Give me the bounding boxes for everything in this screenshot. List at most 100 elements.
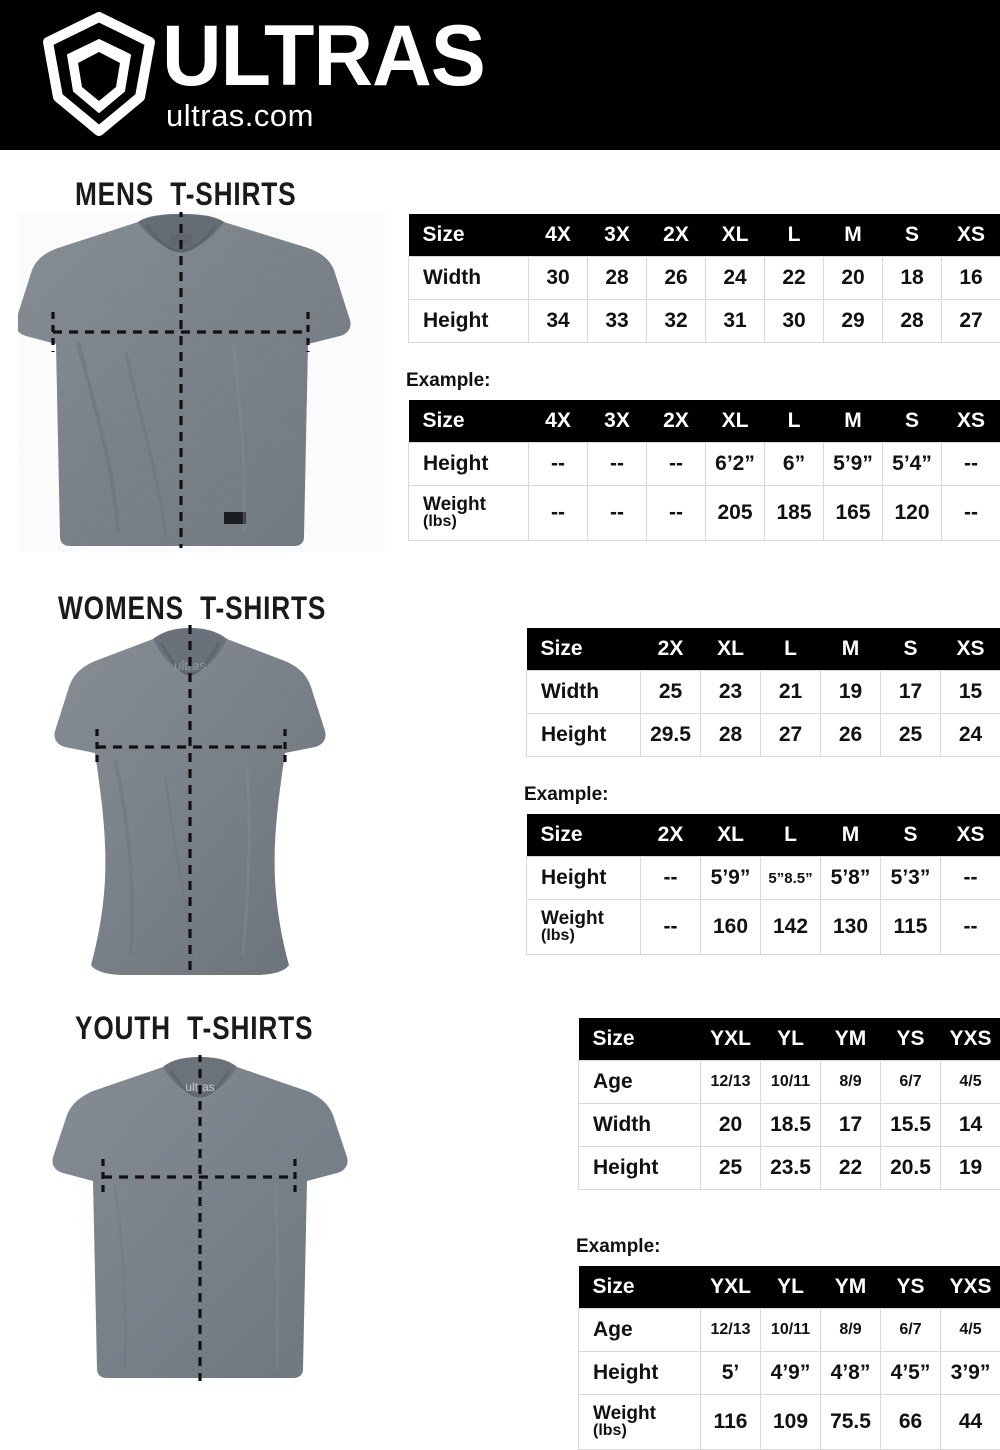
cell: 20.5 [881, 1147, 941, 1190]
cell: 4/5 [941, 1309, 1000, 1352]
row-label: Width [527, 671, 641, 714]
cell: -- [941, 900, 1000, 955]
row-label: Weight (lbs) [527, 900, 641, 955]
col-header: YM [821, 1018, 881, 1061]
cell: 6’2” [706, 443, 765, 486]
cell: 20 [824, 257, 883, 300]
col-header: 2X [641, 628, 701, 671]
col-header: XL [706, 214, 765, 257]
cell: 22 [821, 1147, 881, 1190]
cell: 185 [765, 486, 824, 541]
col-header: 4X [529, 400, 588, 443]
mens-tshirt-measure-diagram [18, 212, 388, 552]
table-header-row: Size 2X XL L M S XS [527, 628, 1000, 671]
col-header: 4X [529, 214, 588, 257]
cell: 23.5 [761, 1147, 821, 1190]
col-header: YXL [701, 1266, 761, 1309]
cell: 27 [942, 300, 1000, 343]
col-header: S [883, 400, 942, 443]
row-label-line2: (lbs) [541, 928, 638, 944]
col-header: 2X [641, 814, 701, 857]
cell: 5’8” [821, 857, 881, 900]
cell: 3’9” [941, 1352, 1000, 1395]
cell: 130 [821, 900, 881, 955]
cell: 10/11 [761, 1061, 821, 1104]
table-row: Weight (lbs) 116 109 75.5 66 44 [579, 1395, 1000, 1450]
cell: 31 [706, 300, 765, 343]
cell: 29 [824, 300, 883, 343]
youth-example-table: Size YXL YL YM YS YXS Age 12/13 10/11 8/… [578, 1266, 1000, 1450]
cell: 75.5 [821, 1395, 881, 1450]
youth-tshirt-measure-diagram: ultras [45, 1055, 375, 1385]
section-title-youth: YOUTH T-SHIRTS [75, 1010, 313, 1047]
brand-domain: ultras.com [166, 100, 314, 131]
col-header: L [761, 814, 821, 857]
col-header: S [881, 628, 941, 671]
col-header: 3X [588, 214, 647, 257]
col-header: XL [706, 400, 765, 443]
cell: 29.5 [641, 714, 701, 757]
cell: 5’ [701, 1352, 761, 1395]
cell: 32 [647, 300, 706, 343]
cell: -- [942, 443, 1000, 486]
row-label: Weight (lbs) [579, 1395, 701, 1450]
cell: 17 [821, 1104, 881, 1147]
table-header-row: Size 4X 3X 2X XL L M S XS [409, 400, 1000, 443]
col-header: YS [881, 1018, 941, 1061]
row-label: Height [579, 1147, 701, 1190]
cell: 21 [761, 671, 821, 714]
cell: 24 [706, 257, 765, 300]
cell: 15.5 [881, 1104, 941, 1147]
row-label: Age [579, 1061, 701, 1104]
section-title-womens: WOMENS T-SHIRTS [58, 590, 326, 627]
cell: 18 [883, 257, 942, 300]
col-header: L [765, 214, 824, 257]
col-header: YS [881, 1266, 941, 1309]
table-row: Height 29.5 28 27 26 25 24 [527, 714, 1000, 757]
table-row: Weight (lbs) -- -- -- 205 185 165 120 -- [409, 486, 1000, 541]
cell: 116 [701, 1395, 761, 1450]
cell: -- [529, 443, 588, 486]
table-row: Height -- 5’9” 5”8.5” 5’8” 5’3” -- [527, 857, 1000, 900]
cell: 12/13 [701, 1309, 761, 1352]
cell: 10/11 [761, 1309, 821, 1352]
cell: 160 [701, 900, 761, 955]
col-header: Size [579, 1266, 701, 1309]
table-row: Height -- -- -- 6’2” 6” 5’9” 5’4” -- [409, 443, 1000, 486]
col-header: M [824, 214, 883, 257]
cell: -- [588, 443, 647, 486]
cell: 142 [761, 900, 821, 955]
cell: 4/5 [941, 1061, 1000, 1104]
cell: 30 [765, 300, 824, 343]
cell: 25 [701, 1147, 761, 1190]
row-label: Weight (lbs) [409, 486, 529, 541]
cell: 5’9” [824, 443, 883, 486]
col-header: YXS [941, 1266, 1000, 1309]
col-header: Size [527, 814, 641, 857]
table-header-row: Size YXL YL YM YS YXS [579, 1266, 1000, 1309]
row-label: Height [527, 857, 641, 900]
cell: 16 [942, 257, 1000, 300]
cell: 12/13 [701, 1061, 761, 1104]
col-header: M [821, 814, 881, 857]
mens-example-label: Example: [406, 370, 490, 392]
table-row: Height 5’ 4’9” 4’8” 4’5” 3’9” [579, 1352, 1000, 1395]
womens-size-table: Size 2X XL L M S XS Width 25 23 21 19 17… [526, 628, 1000, 757]
cell: 8/9 [821, 1061, 881, 1104]
table-header-row: Size YXL YL YM YS YXS [579, 1018, 1000, 1061]
pentagon-shield-icon [40, 12, 158, 136]
col-header: S [881, 814, 941, 857]
brand-name: ULTRAS [162, 17, 485, 97]
cell: 165 [824, 486, 883, 541]
cell: 20 [701, 1104, 761, 1147]
cell: -- [529, 486, 588, 541]
col-header: Size [409, 214, 529, 257]
cell: 6/7 [881, 1061, 941, 1104]
row-label: Height [409, 300, 529, 343]
row-label: Height [409, 443, 529, 486]
table-header-row: Size 2X XL L M S XS [527, 814, 1000, 857]
mens-size-table: Size 4X 3X 2X XL L M S XS Width 30 28 26… [408, 214, 1000, 343]
cell: 66 [881, 1395, 941, 1450]
col-header: L [765, 400, 824, 443]
cell: 6/7 [881, 1309, 941, 1352]
